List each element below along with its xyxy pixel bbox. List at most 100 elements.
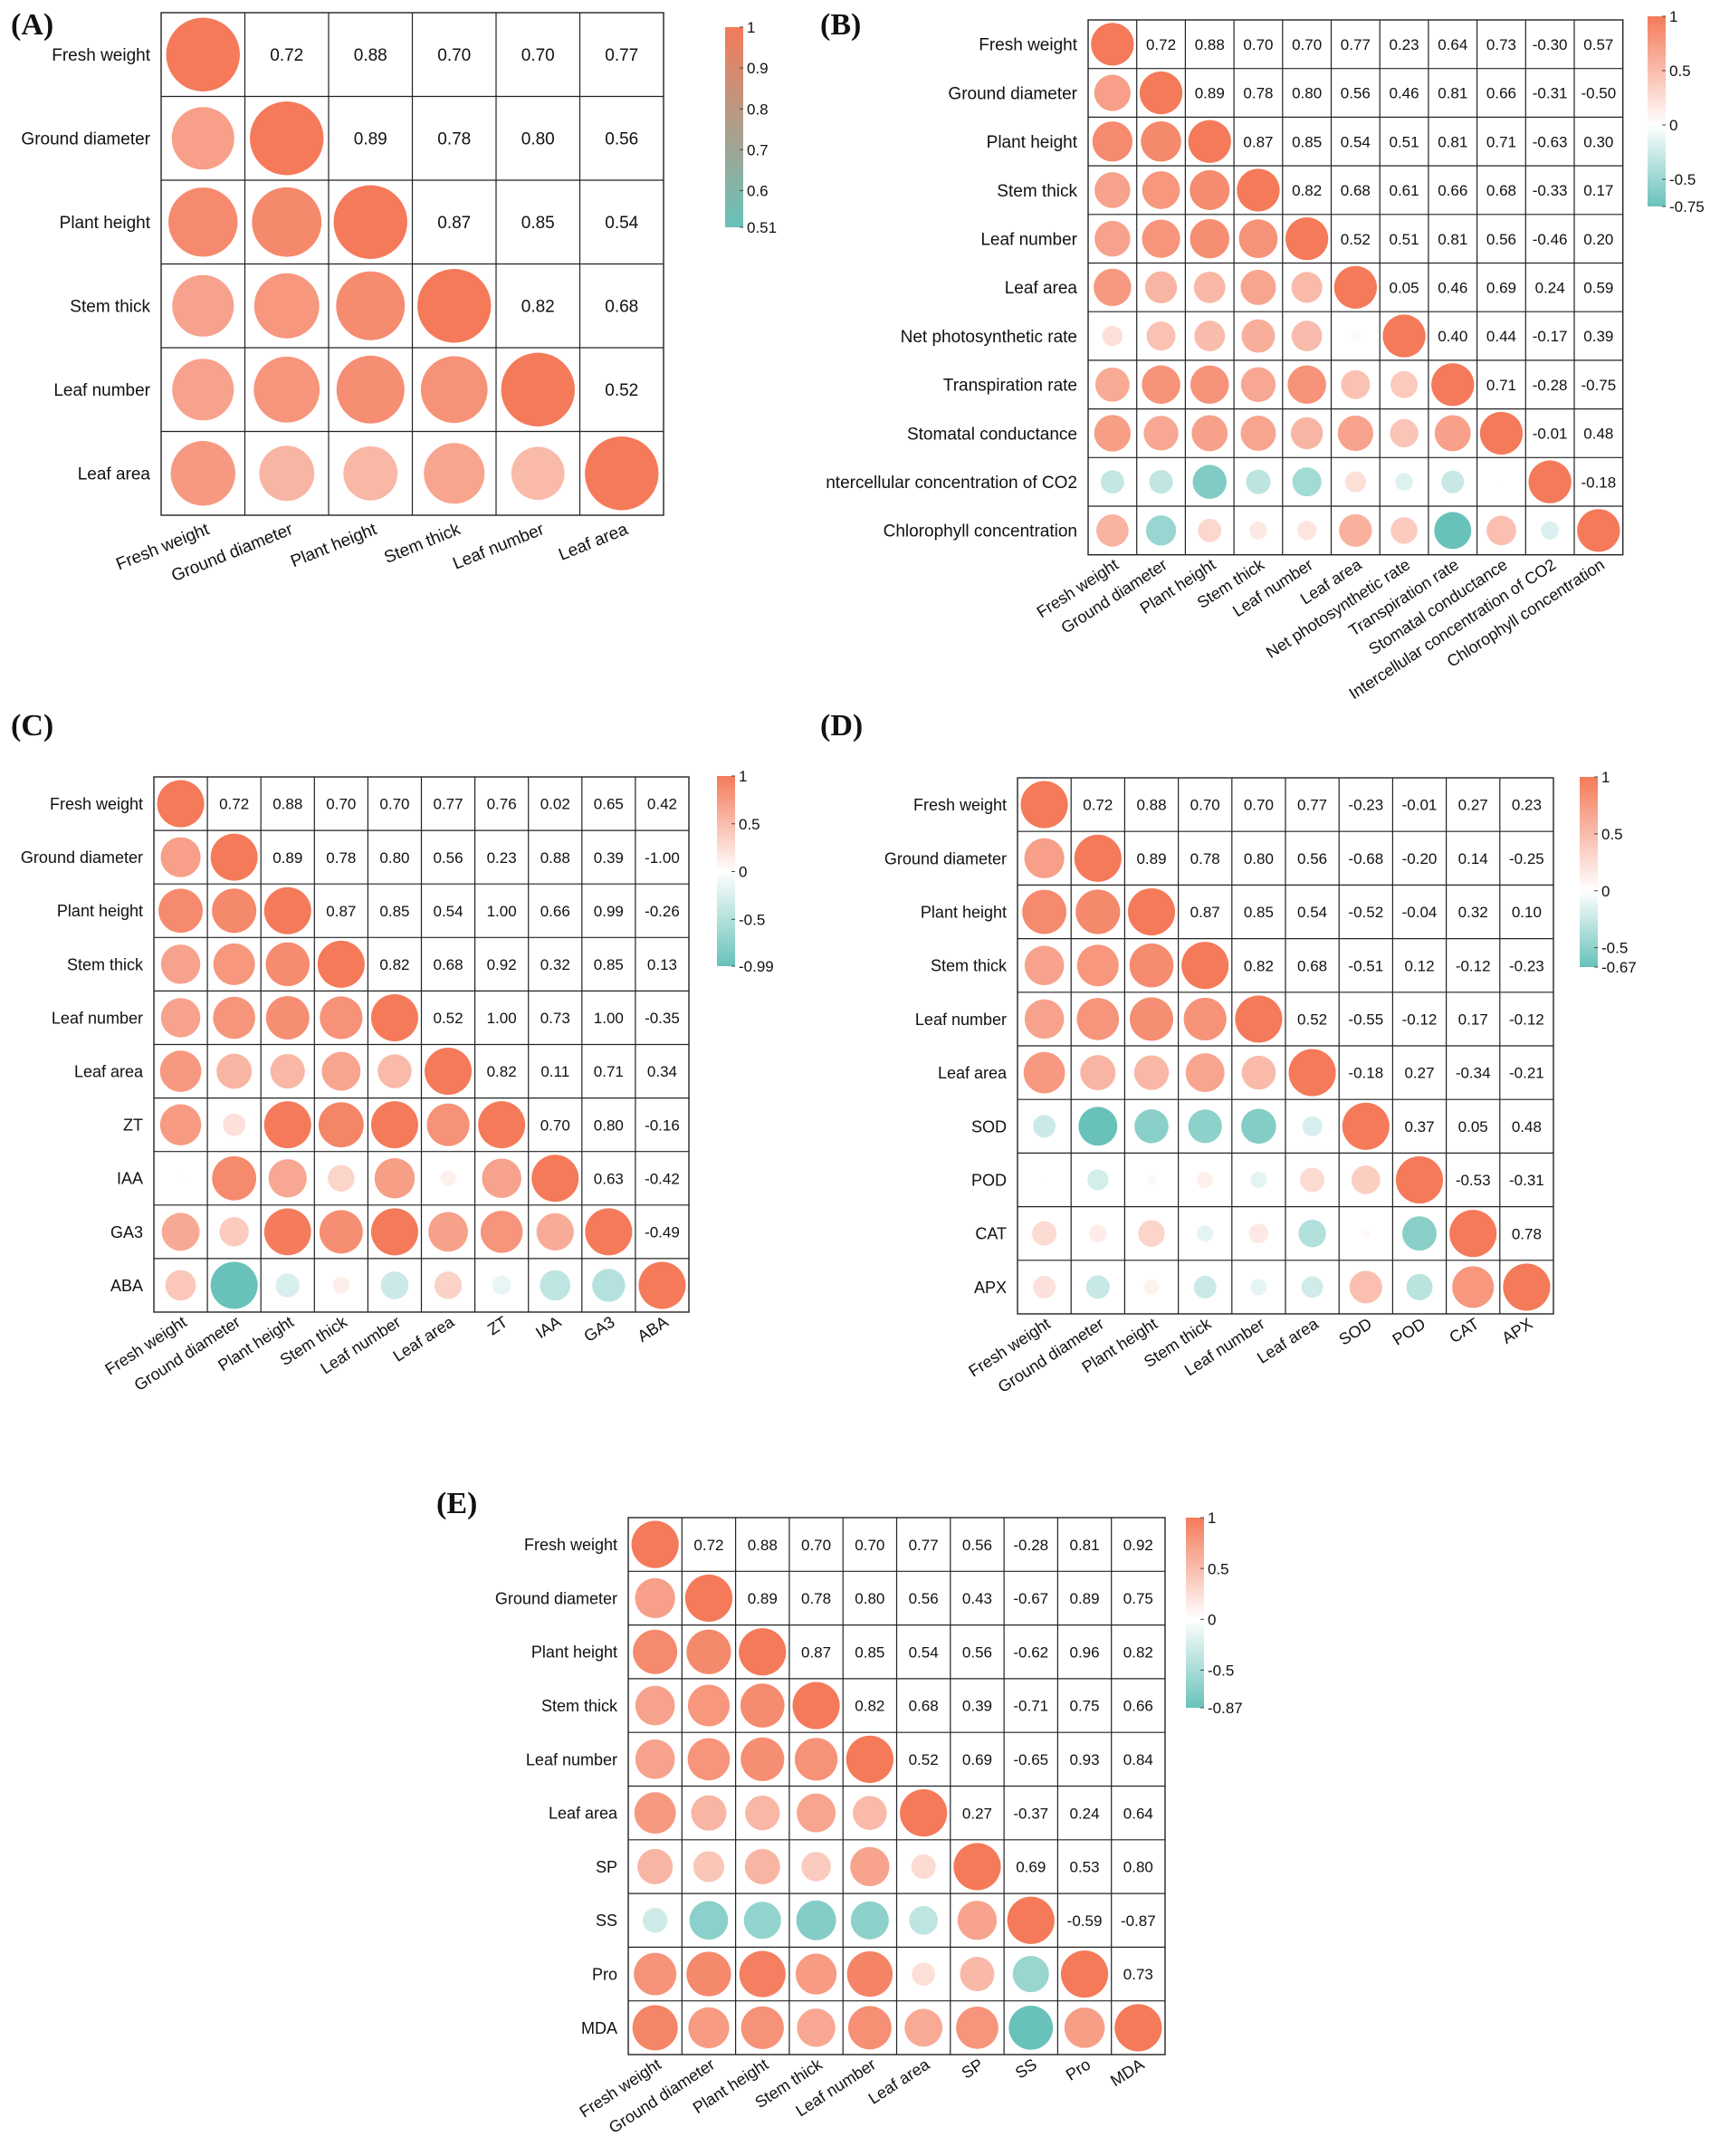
panel-b-value-label: 0.44 (1486, 328, 1516, 345)
panel-e-corr-circle (847, 2006, 892, 2050)
panel-b-value-label: 0.40 (1438, 328, 1467, 345)
panel-c-corr-circle (223, 1113, 246, 1136)
panel-b-value-label: 0.69 (1486, 279, 1516, 296)
panel-e-corr-circle (956, 2007, 999, 2049)
panel-b-colorbar-tick-label: -0.75 (1669, 198, 1705, 216)
panel-c-corr-circle (219, 1217, 249, 1247)
panel-b-value-label: -0.31 (1533, 85, 1568, 102)
panel-b-corr-circle (1285, 217, 1329, 261)
panel-b-corr-circle (1528, 460, 1572, 503)
panel-b-corr-circle (1333, 265, 1377, 309)
panel-c-corr-circle (380, 1271, 409, 1299)
panel-e-corr-circle (1114, 2004, 1162, 2052)
panel-b-corr-circle (1190, 365, 1229, 405)
panel-b-corr-circle (1390, 517, 1418, 544)
panel-b-corr-circle (1142, 219, 1180, 258)
panel-e-value-label: 0.56 (909, 1590, 939, 1607)
panel-c-corr-circle (216, 1053, 253, 1089)
panel-a-colorbar-tick-label: 0.8 (747, 101, 769, 118)
panel-e-value-label: 0.84 (1123, 1751, 1153, 1768)
panel-c-value-label: 0.80 (594, 1116, 624, 1134)
panel-e-value-label: 0.78 (801, 1590, 831, 1607)
panel-d-corr-circle (1300, 1167, 1325, 1193)
panel-c-corr-circle (592, 1269, 626, 1302)
panel-e-corr-circle (796, 1900, 836, 1940)
panel-b-value-label: 0.68 (1341, 182, 1371, 199)
panel-c-corr-circle (265, 942, 311, 987)
panel-b-colorbar-tick-label: -0.5 (1669, 171, 1696, 188)
panel-a-corr-circle (172, 359, 234, 421)
panel-c-row-label: Plant height (57, 902, 143, 920)
panel-b-corr-circle (1297, 521, 1317, 541)
panel-c-corr-circle (268, 1159, 307, 1198)
panel-c-value-label: 0.32 (540, 956, 570, 973)
panel-c-corr-circle (320, 996, 363, 1040)
panel-e-corr-circle (631, 1520, 679, 1568)
panel-c-colorbar-tick-label: 0.5 (739, 816, 760, 833)
panel-b-corr-circle (1096, 514, 1129, 547)
panel-b-value-label: -0.75 (1581, 377, 1616, 394)
panel-b-value-label: 0.20 (1583, 231, 1613, 248)
panel-b-value-label: 0.23 (1390, 36, 1419, 53)
panel-b-value-label: -0.01 (1533, 426, 1568, 443)
panel-a-corr-circle (171, 107, 234, 170)
panel-e-corr-circle (743, 1902, 781, 1940)
panel-d-value-label: 0.27 (1458, 797, 1488, 814)
panel-e-corr-circle (632, 2005, 678, 2051)
panel-d-value-label: 0.77 (1297, 797, 1327, 814)
panel-c-row-label: IAA (117, 1170, 143, 1188)
panel-d-corr-circle (1302, 1116, 1323, 1136)
panel-c-corr-circle (210, 833, 258, 881)
panel-d-row-label: Leaf area (938, 1064, 1008, 1082)
panel-e-corr-circle (689, 1901, 729, 1940)
panel-b-corr-circle (1190, 169, 1230, 210)
panel-e-corr-circle (1008, 2006, 1054, 2050)
panel-b-value-label: -0.46 (1533, 231, 1568, 248)
panel-c-value-label: 0.66 (540, 903, 570, 920)
panel-c-corr-circle (263, 1101, 311, 1149)
panel-a-value-label: 0.78 (437, 130, 471, 149)
panel-e-value-label: 0.53 (1070, 1859, 1100, 1876)
panel-c-corr-circle (540, 1270, 571, 1301)
panel-d-value-label: -0.53 (1456, 1172, 1491, 1189)
panel-c-value-label: 0.65 (594, 796, 624, 813)
panel-c-value-label: -0.35 (645, 1010, 680, 1027)
panel-a-value-label: 0.68 (605, 298, 638, 317)
panel-a-corr-circle (172, 274, 234, 337)
panel-a-row-label: Fresh weight (52, 46, 150, 65)
panel-d-corr-circle (1181, 942, 1229, 990)
panel-b-value-label: 0.81 (1438, 133, 1467, 150)
panel-a-value-label: 0.70 (437, 46, 471, 65)
panel-b-value-label: 0.70 (1243, 36, 1273, 53)
panel-c-corr-circle (210, 1261, 258, 1309)
panel-d-corr-circle (1076, 944, 1119, 987)
panel-a-value-label: 0.56 (605, 130, 638, 149)
panel-a-row-label: Leaf number (53, 381, 150, 400)
panel-d-label: (D) (820, 709, 863, 743)
panel-d-corr-circle (1024, 945, 1065, 985)
panel-d-colorbar (1580, 777, 1598, 967)
panel-b-corr-circle (1194, 321, 1226, 351)
panel-b-value-label: 0.66 (1438, 182, 1467, 199)
panel-e-corr-circle (853, 1796, 887, 1830)
panel-a-corr-circle (252, 187, 322, 257)
panel-e-corr-circle (739, 1628, 787, 1676)
panel-b-value-label: 0.52 (1341, 231, 1371, 248)
panel-a-value-label: 0.82 (521, 298, 555, 317)
panel-e-corr-circle (794, 1738, 838, 1781)
panel-d-corr-circle (1351, 1165, 1381, 1194)
panel-d-corr-circle (1197, 1171, 1214, 1189)
panel-e-corr-circle (684, 1574, 733, 1623)
panel-e-value-label: 0.89 (748, 1590, 778, 1607)
panel-d-col-label: SOD (1335, 1315, 1375, 1349)
panel-c-value-label: 0.71 (594, 1063, 624, 1080)
panel-c-corr-circle (213, 943, 255, 985)
panel-c-corr-circle (159, 1050, 202, 1092)
panel-d-value-label: -0.34 (1456, 1065, 1491, 1082)
panel-d-value-label: 0.37 (1404, 1118, 1434, 1135)
panel-b-row-label: Chlorophyll concentration (884, 522, 1077, 541)
panel-d-corr-circle (1024, 838, 1065, 878)
panel-b-corr-circle (1337, 415, 1373, 452)
panel-e-value-label: -0.28 (1013, 1537, 1048, 1554)
panel-b-value-label: 0.72 (1146, 36, 1176, 53)
